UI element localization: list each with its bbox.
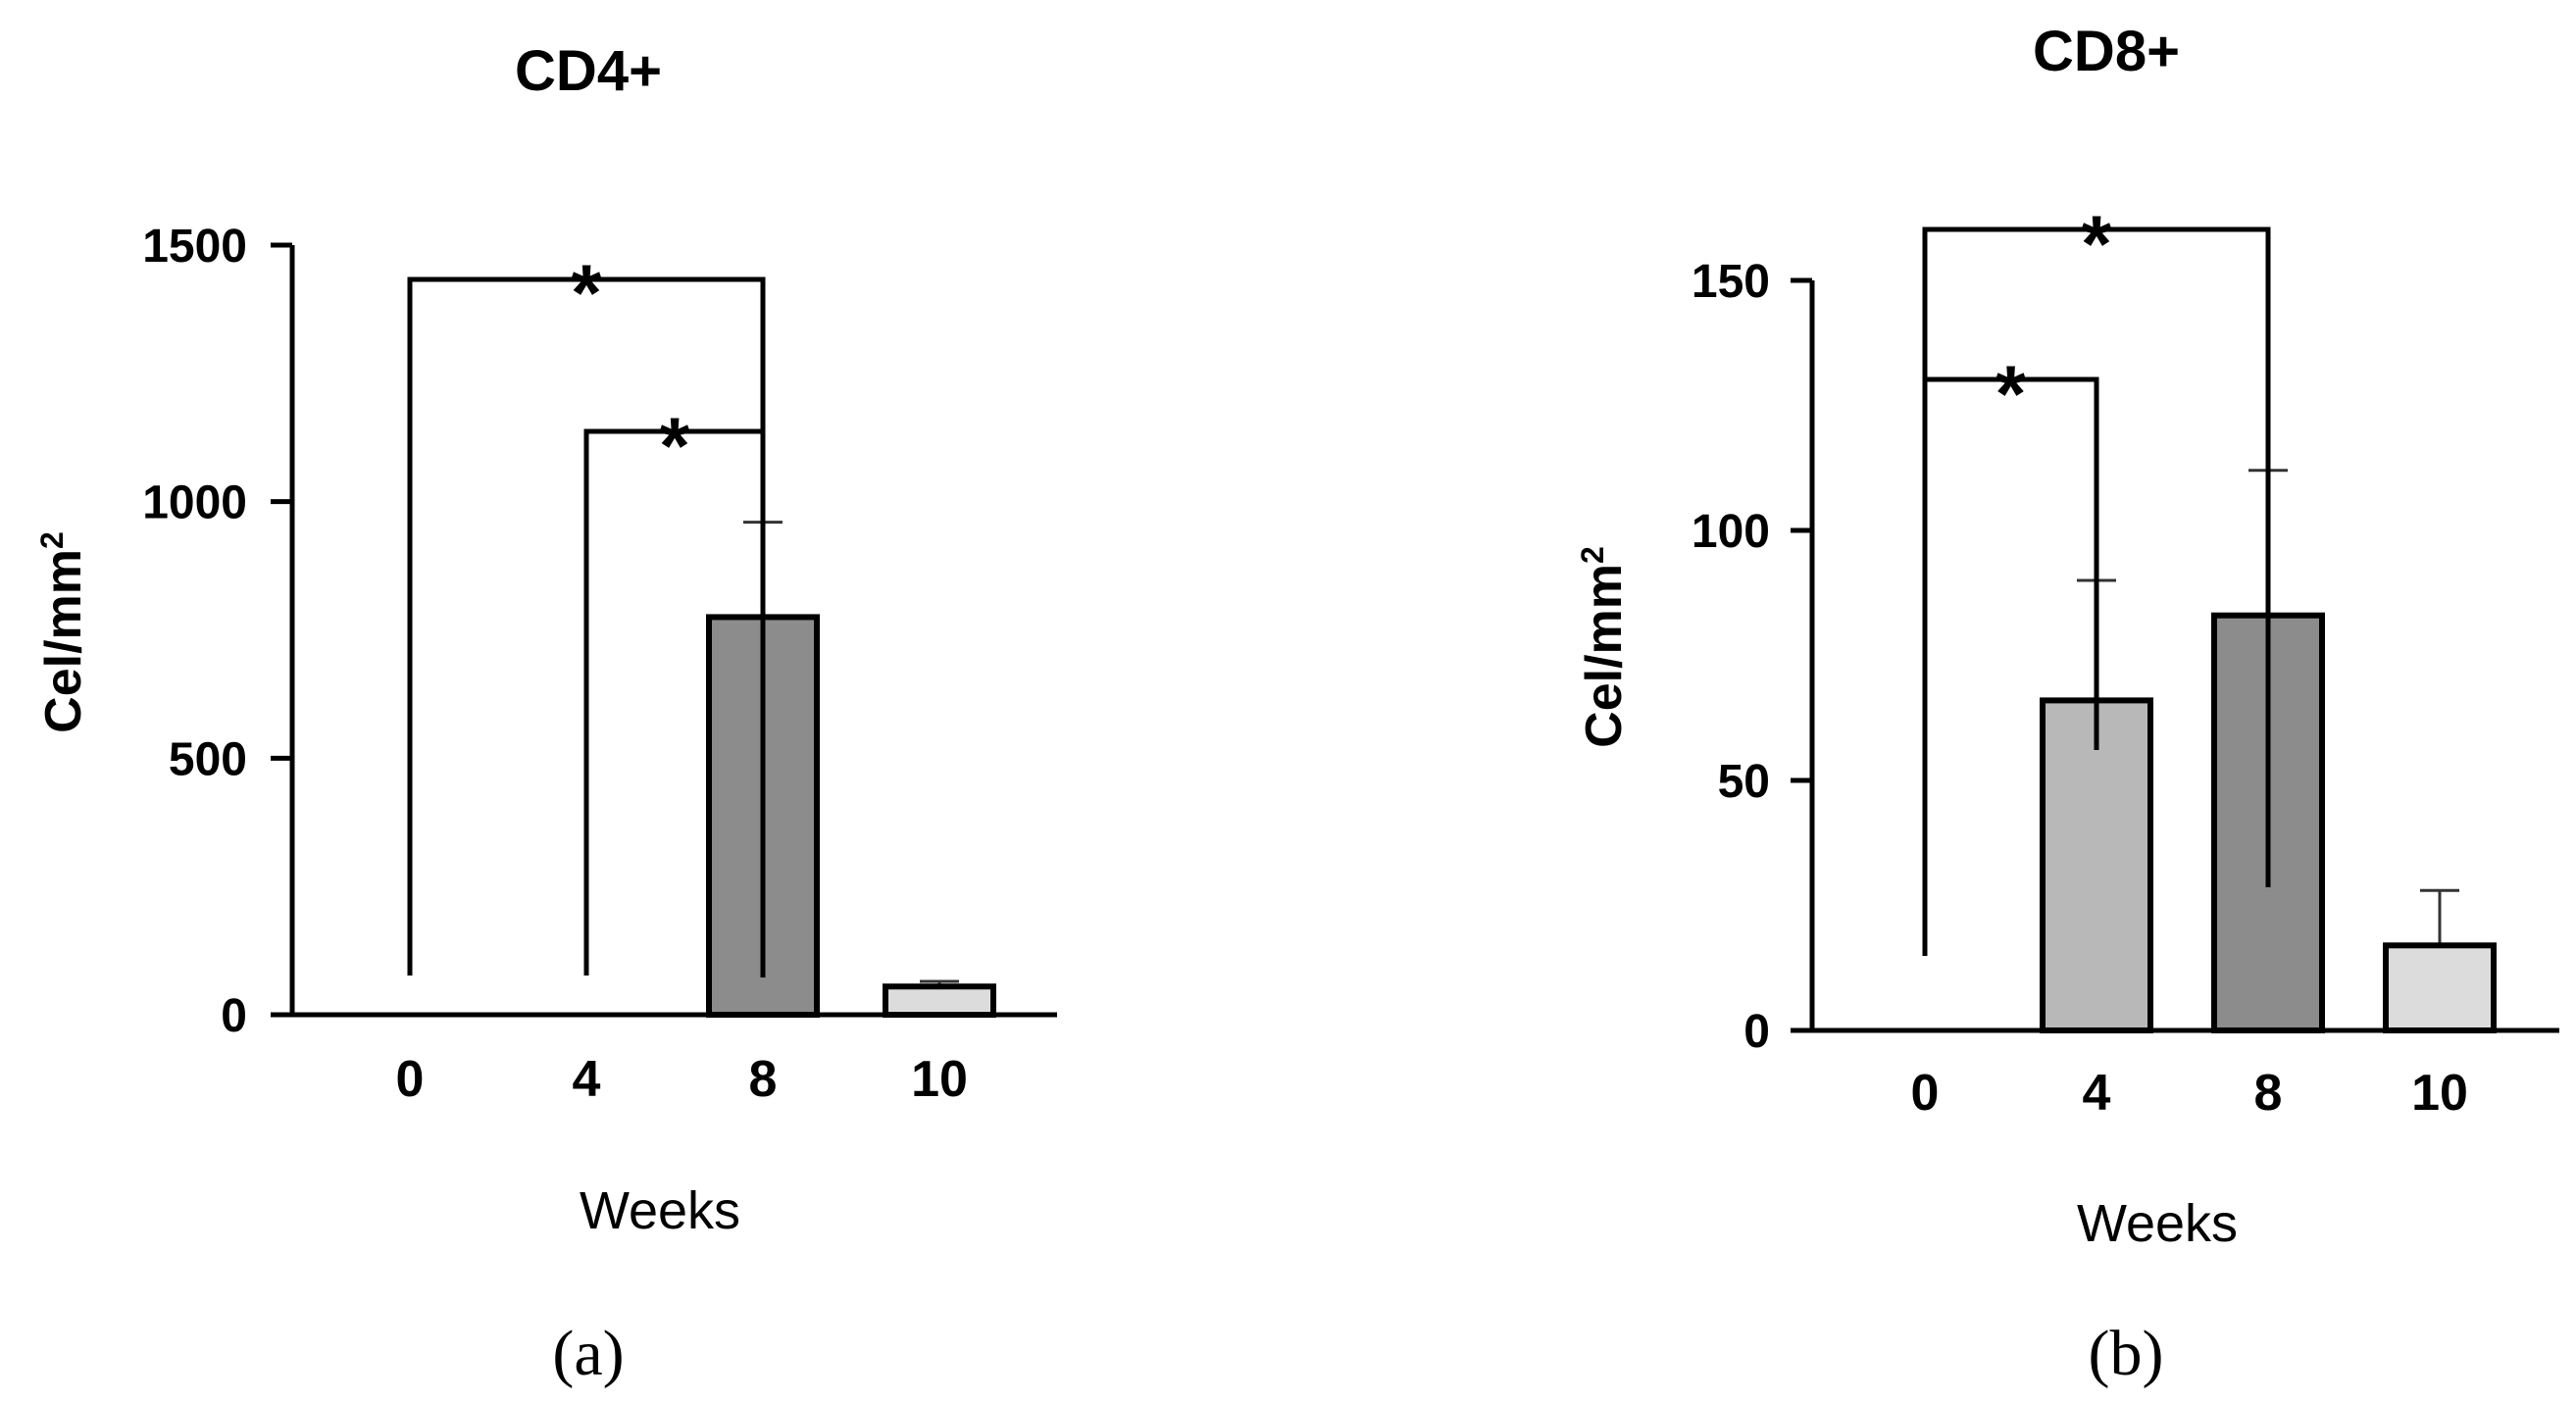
- panel-label: (b): [2089, 1318, 2164, 1389]
- y-axis-title-main: Cel/mm: [35, 549, 92, 733]
- x-tick-label: 10: [2411, 1065, 2468, 1122]
- y-axis-title: Cel/mm2: [34, 531, 92, 733]
- x-tick-label: 0: [1911, 1065, 1940, 1122]
- significance-star: *: [1995, 350, 2027, 439]
- chart-panel-b: CD8+ Cel/mm2 Weeks (b) 0 50 100 150 0 4 8 10 * *: [1575, 20, 2559, 1389]
- bar: [2040, 697, 2153, 1034]
- x-tick-label: 4: [573, 1051, 601, 1108]
- plot-area: 0 50 100 150 0 4 8 10 * *: [1692, 200, 2559, 1122]
- chart-title: CD4+: [515, 39, 662, 103]
- chart-title: CD8+: [2033, 20, 2180, 83]
- y-tick-label: 1000: [142, 477, 247, 529]
- x-axis-title: Weeks: [2077, 1194, 2238, 1253]
- panel-label: (a): [552, 1318, 624, 1389]
- bar: [2383, 942, 2497, 1033]
- bar: [883, 983, 996, 1019]
- y-tick-label: 50: [1718, 756, 1770, 808]
- y-tick-label: 100: [1692, 506, 1770, 558]
- plot-area: 0 500 1000 1500 0 4 8 10 * *: [142, 221, 1057, 1108]
- y-axis-title: Cel/mm2: [1575, 546, 1633, 748]
- y-tick-label: 0: [1743, 1006, 1770, 1058]
- chart-panel-a: CD4+ Cel/mm2 Weeks (a) 0 500 1000 1500 0 4 8 10…: [34, 39, 1057, 1389]
- significance-star: *: [659, 402, 690, 491]
- y-tick-label: 150: [1692, 256, 1770, 308]
- x-axis-title: Weeks: [580, 1181, 740, 1240]
- significance-bracket: [583, 428, 766, 977]
- y-tick-label: 500: [169, 733, 247, 785]
- y-axis-title-superscript: 2: [34, 531, 70, 549]
- x-tick-label: 4: [2083, 1065, 2111, 1122]
- y-tick-label: 1500: [142, 221, 247, 273]
- significance-star: *: [2081, 200, 2112, 289]
- x-tick-label: 10: [911, 1051, 968, 1108]
- y-tick-label: 0: [221, 990, 247, 1042]
- x-tick-label: 8: [749, 1051, 778, 1108]
- y-axis-title-main: Cel/mm: [1576, 564, 1633, 748]
- significance-star: *: [571, 249, 602, 338]
- y-axis-title-superscript: 2: [1575, 546, 1610, 564]
- significance-bracket: [1922, 226, 2271, 956]
- x-tick-label: 0: [396, 1051, 425, 1108]
- x-tick-label: 8: [2254, 1065, 2283, 1122]
